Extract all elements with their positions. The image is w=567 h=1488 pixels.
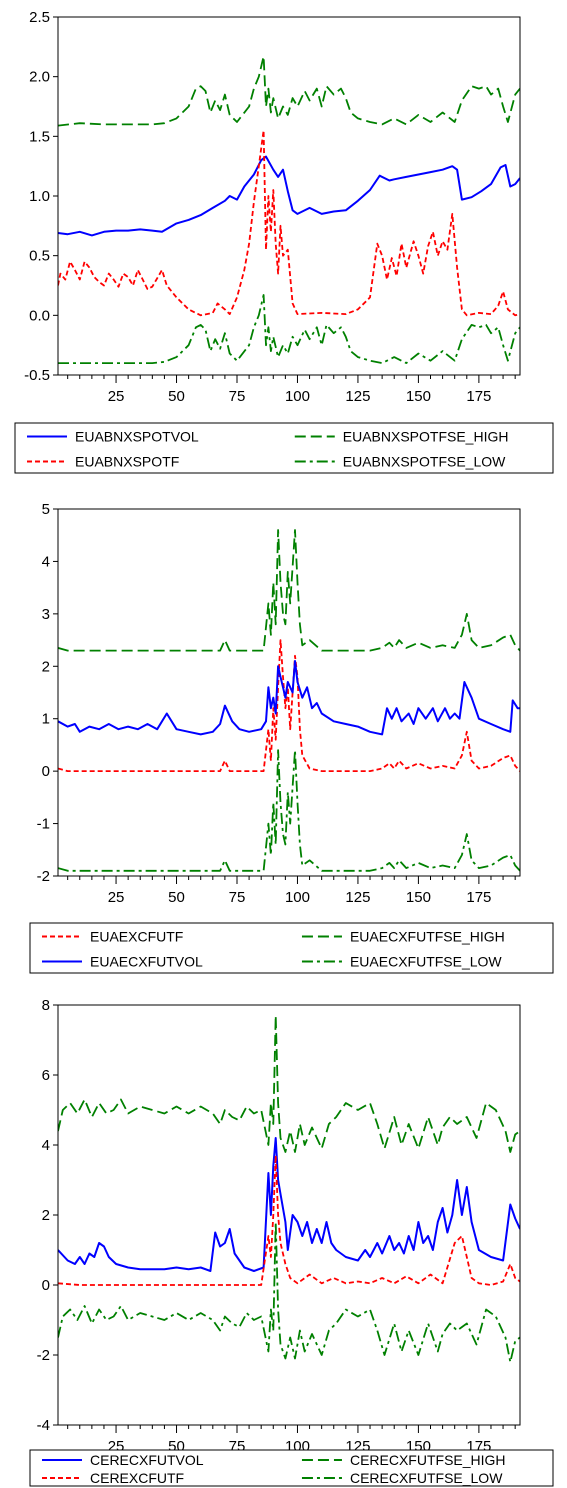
legend-label: EUAEXCFUTF bbox=[90, 929, 183, 945]
x-tick-label: 175 bbox=[466, 388, 491, 405]
series-line-euabnxspotvol bbox=[58, 155, 520, 237]
y-tick-label: 8 bbox=[42, 997, 50, 1014]
x-tick-label: 100 bbox=[285, 889, 310, 906]
x-tick-label: 25 bbox=[108, 388, 125, 405]
series-line-cerecxfutfse-low bbox=[58, 1221, 520, 1363]
series-line-cerecxfutvol bbox=[58, 1137, 520, 1272]
y-tick-label: 2 bbox=[42, 658, 50, 675]
y-tick-label: 0 bbox=[42, 1277, 50, 1294]
legend: EUABNXSPOTVOL EUABNXSPOTFSE_HIGH EUABNXSPO… bbox=[14, 422, 554, 474]
legend-label: EUAECXFUTFSE_HIGH bbox=[350, 929, 505, 945]
x-tick-label: 50 bbox=[168, 889, 185, 906]
y-tick-label: -2 bbox=[37, 1347, 50, 1364]
series-line-cerexcfutf bbox=[58, 1154, 520, 1286]
plot-frame bbox=[57, 508, 521, 877]
x-tick-label: 175 bbox=[466, 889, 491, 906]
y-tick-label: -1 bbox=[37, 816, 50, 833]
x-tick-label: 125 bbox=[345, 889, 370, 906]
y-tick-label: 2 bbox=[42, 1207, 50, 1224]
y-tick-label: 5 bbox=[42, 501, 50, 518]
legend-box bbox=[29, 1449, 554, 1487]
x-tick-label: 150 bbox=[406, 388, 431, 405]
y-tick-label: 4 bbox=[42, 1137, 50, 1154]
legend-label: EUABNXSPOTFSE_LOW bbox=[343, 454, 506, 470]
legend-box bbox=[14, 422, 554, 474]
y-tick-label: 2.0 bbox=[29, 69, 50, 86]
legend-box bbox=[29, 922, 554, 974]
y-tick-label: 1.0 bbox=[29, 188, 50, 205]
series-line-euaecxfutfse-low bbox=[58, 749, 520, 872]
y-tick-label: -0.5 bbox=[24, 367, 50, 384]
series-line-euabnxspotfse-low bbox=[58, 294, 520, 364]
series-line-euabnxspotf bbox=[58, 129, 520, 317]
y-tick-label: -2 bbox=[37, 868, 50, 885]
series-line-euaecxfutfse-high bbox=[58, 529, 520, 652]
series-line-cerecxfutfse-high bbox=[58, 1014, 520, 1153]
legend-label: EUABNXSPOTFSE_HIGH bbox=[343, 429, 509, 445]
series-line-euabnxspotfse-high bbox=[58, 55, 520, 127]
legend-label: CERECXFUTVOL bbox=[90, 1452, 204, 1468]
y-tick-label: 0.5 bbox=[29, 248, 50, 265]
y-tick-label: 0.0 bbox=[29, 307, 50, 324]
x-tick-label: 125 bbox=[345, 388, 370, 405]
y-tick-label: 4 bbox=[42, 553, 50, 570]
legend-label: EUABNXSPOTVOL bbox=[75, 429, 199, 445]
legend: CERECXFUTVOL CERECXFUTFSE_HIGH CEREXCFUTF C… bbox=[29, 1449, 554, 1487]
x-tick-label: 25 bbox=[108, 889, 125, 906]
y-tick-label: 0 bbox=[42, 763, 50, 780]
legend-label: CERECXFUTFSE_LOW bbox=[350, 1470, 503, 1486]
x-tick-label: 75 bbox=[229, 889, 246, 906]
plot-frame bbox=[57, 1004, 521, 1426]
y-tick-label: 1.5 bbox=[29, 128, 50, 145]
series-line-euaexcfutf bbox=[58, 639, 520, 772]
y-tick-label: 1 bbox=[42, 711, 50, 728]
y-tick-label: 6 bbox=[42, 1067, 50, 1084]
legend-label: CERECXFUTFSE_HIGH bbox=[350, 1452, 506, 1468]
y-tick-label: 2.5 bbox=[29, 9, 50, 26]
y-tick-label: 3 bbox=[42, 606, 50, 623]
y-tick-label: -4 bbox=[37, 1417, 50, 1434]
x-tick-label: 150 bbox=[406, 889, 431, 906]
x-tick-label: 50 bbox=[168, 388, 185, 405]
x-tick-label: 75 bbox=[229, 388, 246, 405]
x-tick-label: 100 bbox=[285, 388, 310, 405]
legend-label: EUABNXSPOTF bbox=[75, 454, 179, 470]
legend-label: EUAECXFUTVOL bbox=[90, 954, 203, 970]
legend: EUAEXCFUTF EUAECXFUTFSE_HIGH EUAECXFUTVOL E… bbox=[29, 922, 554, 974]
chart-1: -0.5 0.0 0.5 1.0 1.5 2.0 2.5 25 50 75 100 125 150 175… bbox=[14, 9, 554, 474]
series-line-euaecxfutvol bbox=[58, 660, 520, 736]
legend-label: EUAECXFUTFSE_LOW bbox=[350, 954, 502, 970]
legend-label: CEREXCFUTF bbox=[90, 1470, 184, 1486]
